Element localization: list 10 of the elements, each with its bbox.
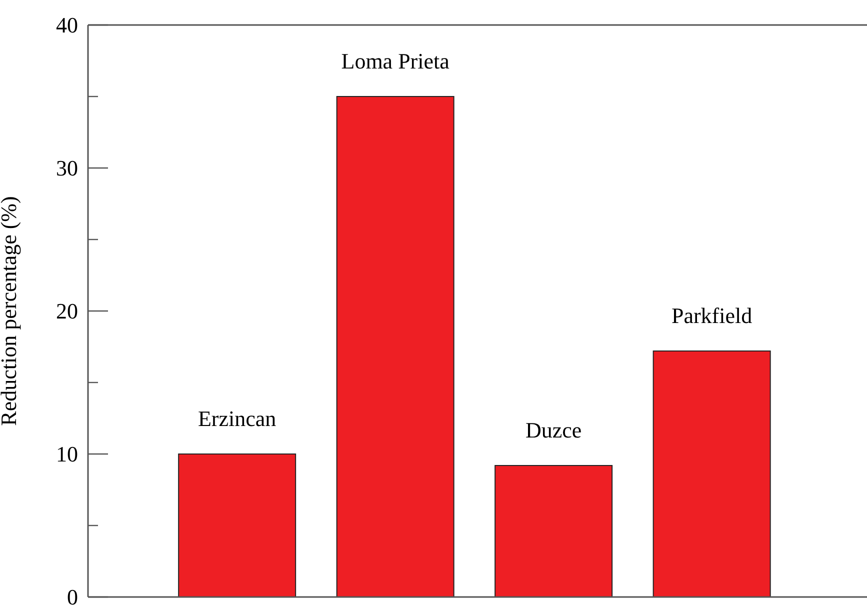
x-tick-label: Duzce — [525, 417, 582, 442]
y-axis-title: Reduction percentage (%) — [0, 196, 21, 426]
x-tick-label: Parkfield — [671, 303, 752, 328]
x-tick-label: Loma Prieta — [341, 48, 450, 74]
y-tick-label: 20 — [56, 298, 78, 324]
x-tick-label: Erzincan — [198, 406, 276, 431]
y-tick-label: 30 — [56, 156, 78, 181]
y-tick-label: 40 — [56, 12, 78, 38]
y-tick-label: 10 — [56, 442, 78, 467]
y-tick-label: 0 — [67, 584, 78, 610]
